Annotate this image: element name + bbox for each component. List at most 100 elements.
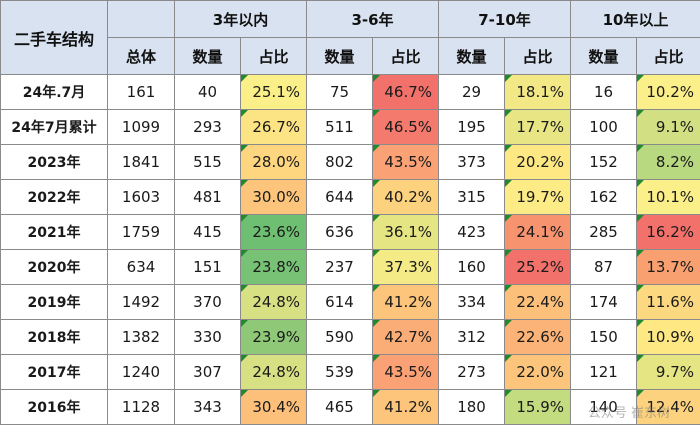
total-cell: 1492 xyxy=(107,284,175,320)
share-cell: 18.1% xyxy=(504,74,572,110)
header-row-groups: 二手车结构 3年以内 3-6年 7-10年 10年以上 xyxy=(0,0,700,75)
share-cell: 28.0% xyxy=(240,144,307,180)
share-cell: 40.2% xyxy=(371,179,440,215)
share-cell: 9.7% xyxy=(636,354,700,390)
count-cell: 273 xyxy=(438,354,506,390)
count-cell: 590 xyxy=(306,319,373,355)
share-cell: 46.7% xyxy=(371,74,440,110)
row-label: 2016年 xyxy=(0,389,108,425)
table-row: 2019年 1492 370 24.8% 614 41.2% 334 22.4% 174 11.6… xyxy=(0,284,700,320)
row-label: 24年.7月 xyxy=(0,74,108,110)
row-label: 2022年 xyxy=(0,179,108,215)
total-cell: 1382 xyxy=(107,319,175,355)
share-cell: 24.1% xyxy=(504,214,572,250)
count-cell: 75 xyxy=(306,74,373,110)
count-cell: 636 xyxy=(306,214,373,250)
table-row: 24年.7月 161 40 25.1% 75 46.7% 29 18.1% 16 10.2% xyxy=(0,74,700,110)
share-cell: 11.6% xyxy=(636,284,700,320)
row-label: 2019年 xyxy=(0,284,108,320)
count-cell: 180 xyxy=(438,389,506,425)
count-cell: 315 xyxy=(438,179,506,215)
count-cell: 237 xyxy=(306,249,373,285)
count-cell: 415 xyxy=(174,214,241,250)
count-cell: 370 xyxy=(174,284,241,320)
share-cell: 25.1% xyxy=(240,74,307,110)
share-cell: 46.5% xyxy=(371,109,440,145)
table-row: 24年7月累计 1099 293 26.7% 511 46.5% 195 17.7% 100 9.… xyxy=(0,109,700,145)
share-cell: 9.1% xyxy=(636,109,700,145)
row-label: 2020年 xyxy=(0,249,108,285)
share-cell: 17.7% xyxy=(504,109,572,145)
total-cell: 1240 xyxy=(107,354,175,390)
count-cell: 174 xyxy=(570,284,638,320)
share-header: 占比 xyxy=(636,37,700,75)
count-cell: 373 xyxy=(438,144,506,180)
count-cell: 511 xyxy=(306,109,373,145)
count-cell: 100 xyxy=(570,109,638,145)
count-cell: 160 xyxy=(438,249,506,285)
total-cell: 1099 xyxy=(107,109,175,145)
count-cell: 307 xyxy=(174,354,241,390)
total-cell: 1603 xyxy=(107,179,175,215)
row-label: 2021年 xyxy=(0,214,108,250)
table-row: 2020年 634 151 23.8% 237 37.3% 160 25.2% 87 13.7% xyxy=(0,249,700,285)
share-cell: 23.6% xyxy=(240,214,307,250)
share-cell: 25.2% xyxy=(504,249,572,285)
count-cell: 29 xyxy=(438,74,506,110)
share-cell: 41.2% xyxy=(371,284,440,320)
share-cell: 41.2% xyxy=(371,389,440,425)
header-blank xyxy=(107,0,175,38)
count-cell: 343 xyxy=(174,389,241,425)
count-cell: 40 xyxy=(174,74,241,110)
count-cell: 312 xyxy=(438,319,506,355)
share-cell: 30.4% xyxy=(240,389,307,425)
count-cell: 151 xyxy=(174,249,241,285)
row-label: 2023年 xyxy=(0,144,108,180)
share-cell: 43.5% xyxy=(371,144,440,180)
share-header: 占比 xyxy=(240,37,307,75)
group-header: 7-10年 xyxy=(438,0,572,38)
share-cell: 10.1% xyxy=(636,179,700,215)
count-cell: 802 xyxy=(306,144,373,180)
share-cell: 15.9% xyxy=(504,389,572,425)
share-cell: 23.9% xyxy=(240,319,307,355)
count-cell: 285 xyxy=(570,214,638,250)
count-cell: 515 xyxy=(174,144,241,180)
count-cell: 465 xyxy=(306,389,373,425)
total-cell: 1841 xyxy=(107,144,175,180)
count-cell: 644 xyxy=(306,179,373,215)
table-row: 2018年 1382 330 23.9% 590 42.7% 312 22.6% 150 10.9… xyxy=(0,319,700,355)
total-cell: 161 xyxy=(107,74,175,110)
share-cell: 22.4% xyxy=(504,284,572,320)
count-cell: 293 xyxy=(174,109,241,145)
share-cell: 36.1% xyxy=(371,214,440,250)
count-cell: 152 xyxy=(570,144,638,180)
count-cell: 614 xyxy=(306,284,373,320)
share-cell: 22.6% xyxy=(504,319,572,355)
share-cell: 10.2% xyxy=(636,74,700,110)
corner-label: 二手车结构 xyxy=(0,0,108,75)
row-label: 2018年 xyxy=(0,319,108,355)
count-cell: 195 xyxy=(438,109,506,145)
count-cell: 423 xyxy=(438,214,506,250)
share-cell: 20.2% xyxy=(504,144,572,180)
share-cell: 8.2% xyxy=(636,144,700,180)
count-header: 数量 xyxy=(174,37,241,75)
count-cell: 162 xyxy=(570,179,638,215)
share-cell: 19.7% xyxy=(504,179,572,215)
count-cell: 334 xyxy=(438,284,506,320)
count-cell: 121 xyxy=(570,354,638,390)
share-cell: 22.0% xyxy=(504,354,572,390)
share-cell: 37.3% xyxy=(371,249,440,285)
count-header: 数量 xyxy=(306,37,373,75)
share-cell: 16.2% xyxy=(636,214,700,250)
row-label: 24年7月累计 xyxy=(0,109,108,145)
share-cell: 42.7% xyxy=(371,319,440,355)
share-cell: 13.7% xyxy=(636,249,700,285)
row-label: 2017年 xyxy=(0,354,108,390)
share-cell: 24.8% xyxy=(240,284,307,320)
total-header: 总体 xyxy=(107,37,175,75)
count-cell: 87 xyxy=(570,249,638,285)
share-header: 占比 xyxy=(504,37,572,75)
